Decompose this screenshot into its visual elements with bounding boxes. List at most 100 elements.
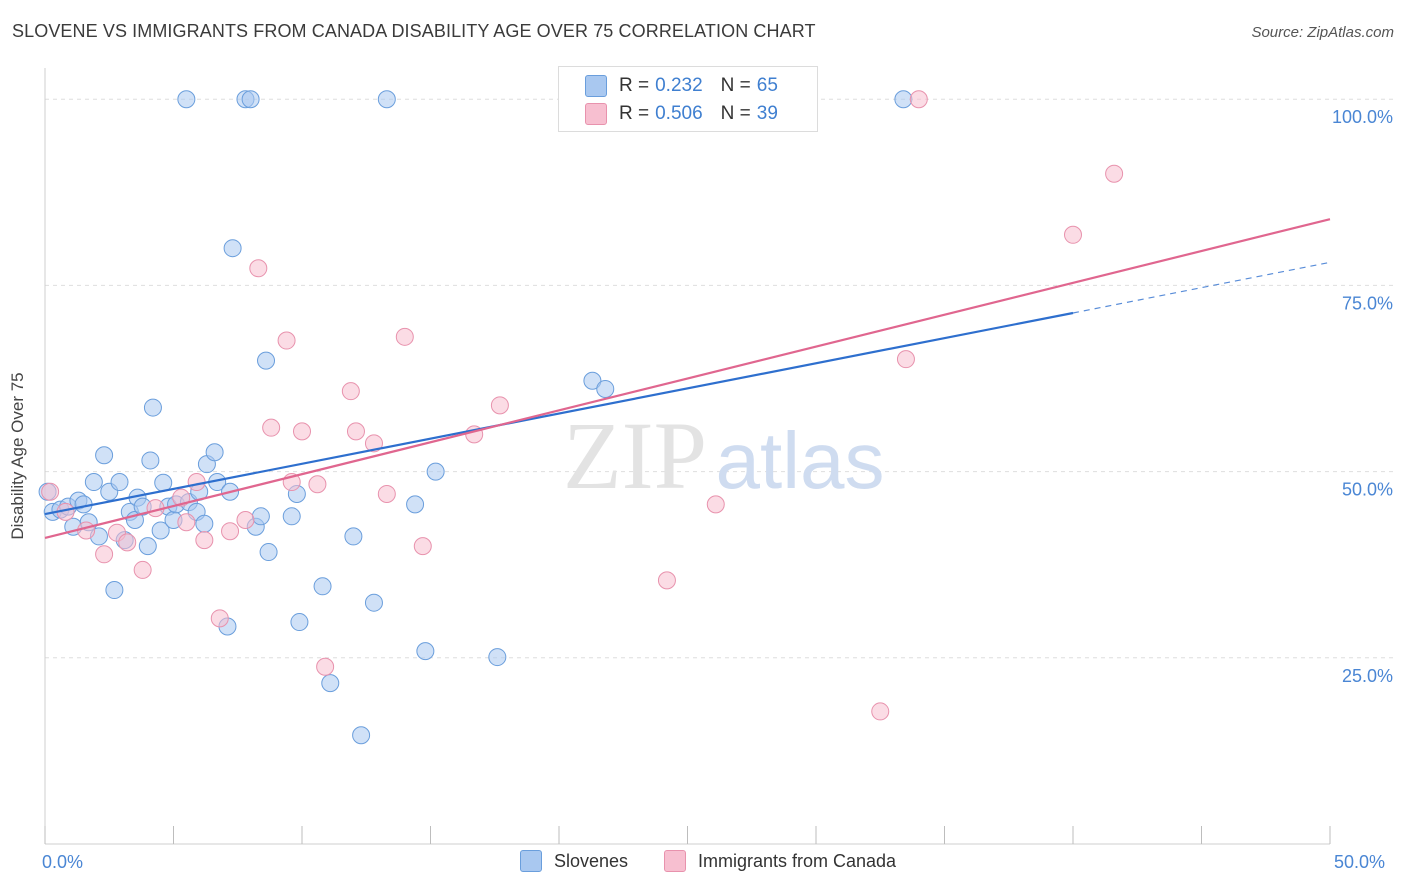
axis-layer (44, 68, 1331, 845)
immigrant-point (221, 522, 240, 541)
legend-n-value: 39 (756, 103, 778, 124)
immigrant-point (657, 571, 676, 590)
immigrant-point (346, 422, 365, 441)
slovene-point (406, 495, 425, 514)
slovene-point (377, 90, 396, 109)
legend-r-value: 0.506 (655, 103, 703, 124)
slovene-point (321, 674, 340, 693)
legend-row-immigrants: R = 0.506 N = 39 (585, 100, 778, 128)
slovene-point (143, 398, 162, 417)
slovene-point (257, 351, 276, 370)
slovene-point (195, 514, 214, 533)
watermark-zip: ZIP (563, 402, 707, 509)
trend-layer (44, 218, 1331, 539)
slovene-point (426, 462, 445, 481)
tick-label-layer: 25.0% 50.0% 75.0% 100.0% (1332, 107, 1393, 686)
slovene-point (251, 507, 270, 526)
immigrant-point (187, 473, 206, 492)
immigrant-point (896, 350, 915, 369)
immigrant-point (236, 511, 255, 530)
slovene-trend-line (44, 311, 1074, 516)
y-axis-label: Disability Age Over 75 (8, 372, 27, 540)
legend-r-value: 0.232 (655, 75, 703, 96)
immigrant-point (706, 495, 725, 514)
y-tick-label: 100.0% (1332, 107, 1393, 127)
slovene-point (138, 537, 157, 556)
slovene-trend-extension (1072, 261, 1331, 314)
slovene-point (177, 90, 196, 109)
immigrant-point (316, 657, 335, 676)
slovene-point (352, 726, 371, 745)
immigrant-point (341, 382, 360, 401)
slovene-point (151, 521, 170, 540)
immigrant-point (118, 533, 137, 552)
slovene-point (416, 642, 435, 661)
legend-swatch-blue (585, 75, 607, 97)
series-legend-label: Immigrants from Canada (698, 850, 897, 871)
series-legend-slovenes[interactable]: Slovenes (520, 850, 628, 872)
grid-layer (45, 98, 1393, 659)
immigrant-point (95, 545, 114, 564)
series-swatch-pink (664, 850, 686, 872)
source-credit: Source: ZipAtlas.com (1251, 24, 1394, 41)
immigrant-point (1064, 225, 1082, 244)
slovene-point (282, 507, 301, 526)
immigrant-point (195, 531, 214, 550)
series-legend-immigrants[interactable]: Immigrants from Canada (664, 850, 896, 872)
immigrant-point (133, 560, 152, 579)
immigrant-point (293, 422, 311, 441)
legend-n-label: N = (720, 103, 751, 124)
zipatlas-watermark: ZIP atlas (563, 402, 884, 509)
slovene-point (894, 90, 913, 109)
series-swatch-blue (520, 850, 542, 872)
slovene-point (488, 648, 507, 667)
slovene-point (141, 451, 160, 470)
slovene-point (344, 527, 363, 546)
series-legend: Slovenes Immigrants from Canada (0, 850, 1406, 878)
immigrant-point (413, 537, 432, 556)
immigrant-point (377, 484, 396, 503)
slovene-point (313, 577, 332, 596)
immigrant-point (871, 702, 890, 721)
immigrant-point (490, 396, 509, 415)
slovene-point (364, 593, 383, 612)
immigrant-point (177, 513, 196, 532)
legend-r-label: R = (619, 103, 650, 124)
immigrant-point (262, 418, 281, 437)
x-tick-label-max: 50.0% (1334, 852, 1386, 872)
y-tick-label: 75.0% (1342, 293, 1393, 313)
slovene-point (583, 371, 602, 390)
slovene-point (290, 613, 309, 632)
watermark-atlas: atlas (716, 416, 885, 505)
series-legend-label: Slovenes (554, 850, 629, 871)
legend-r-label: R = (619, 75, 650, 96)
slovene-point (259, 543, 278, 562)
y-tick-label: 25.0% (1342, 666, 1393, 686)
legend-n-label: N = (720, 75, 751, 96)
correlation-legend: R = 0.232 N = 65 R = 0.506 N = 39 (558, 66, 818, 132)
slovene-point (223, 239, 242, 258)
points-layer (38, 90, 1124, 745)
immigrant-point (249, 259, 268, 278)
slovene-point (205, 443, 224, 462)
immigrant-trend-line (44, 218, 1331, 539)
legend-swatch-pink (585, 103, 607, 125)
immigrant-point (210, 609, 229, 628)
immigrant-point (41, 482, 60, 501)
immigrant-point (277, 331, 296, 350)
slovene-point (95, 446, 114, 465)
immigrant-point (77, 521, 96, 540)
y-tick-label: 50.0% (1342, 480, 1393, 500)
chart-title: SLOVENE VS IMMIGRANTS FROM CANADA DISABI… (12, 21, 816, 41)
slovene-point (241, 90, 260, 109)
slovene-point (84, 473, 103, 492)
slovene-point (596, 379, 615, 398)
x-tick-label-min: 0.0% (42, 852, 84, 872)
immigrant-point (308, 475, 327, 494)
immigrant-point (1105, 164, 1124, 183)
immigrant-point (909, 90, 928, 109)
immigrant-point (395, 327, 414, 346)
slovene-point (105, 581, 124, 600)
slovene-point (110, 473, 129, 492)
